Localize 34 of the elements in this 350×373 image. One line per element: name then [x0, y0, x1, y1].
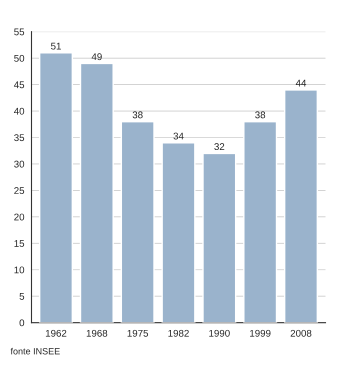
y-tick-label: 20	[14, 214, 24, 220]
x-tick-label: 1990	[209, 330, 230, 337]
y-tick-label: 25	[14, 187, 24, 194]
y-tick-label: 50	[14, 54, 24, 62]
data-label: 51	[50, 42, 61, 50]
x-tick-label: 1999	[250, 330, 271, 337]
data-label: 38	[132, 111, 143, 118]
y-tick-label: 35	[14, 134, 24, 142]
y-tick-label: 15	[14, 240, 24, 247]
y-tick-label: 30	[14, 160, 24, 168]
y-tick-label: 45	[14, 81, 24, 88]
y-tick-label: 0	[20, 319, 24, 326]
bar	[202, 152, 236, 323]
data-label: 32	[214, 143, 224, 150]
data-label: 49	[92, 53, 102, 60]
y-tick-label: 40	[14, 108, 24, 115]
data-label: 38	[255, 111, 266, 118]
bar	[161, 142, 196, 323]
y-tick-label: 55	[14, 28, 24, 36]
x-tick-label: 1968	[86, 330, 108, 337]
y-tick-label: 5	[20, 293, 24, 300]
x-tick-label: 1975	[128, 330, 148, 337]
bar	[243, 120, 278, 323]
data-label: 44	[296, 80, 306, 86]
source-note: fonte INSEE	[10, 348, 60, 354]
x-tick-label: 1962	[46, 330, 66, 337]
x-tick-label: 2008	[290, 330, 312, 337]
bar	[80, 62, 114, 323]
data-label: 34	[173, 132, 184, 140]
y-tick-label: 10	[14, 266, 24, 274]
x-tick-label: 1982	[168, 330, 189, 337]
bar	[38, 52, 74, 323]
bar	[284, 89, 318, 323]
bar	[120, 120, 155, 323]
